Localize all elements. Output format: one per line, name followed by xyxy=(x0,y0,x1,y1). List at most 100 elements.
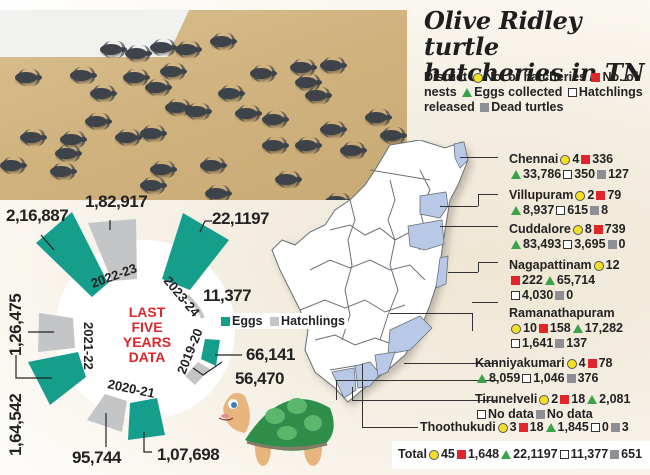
eggs-value: 65,714 xyxy=(556,273,596,287)
hatcheries-circle-icon xyxy=(566,358,577,369)
radial-bar-chart: 2022-23 2023-24 2019-20 2020-21 2021-22 xyxy=(15,212,242,453)
center-line-1: LAST xyxy=(128,304,166,320)
hatchlings-open-square-icon xyxy=(522,374,532,384)
legend-hatchlings-label: Hatchlings xyxy=(281,314,345,328)
page-title: Olive Ridley turtle hatcheries in TN xyxy=(424,8,650,86)
dead-grey-square-icon xyxy=(610,450,620,460)
bar-2020-21-hatchlings xyxy=(87,394,127,432)
value-2022-23-hatchlings: 1,82,917 xyxy=(85,192,148,211)
chennai-region xyxy=(453,141,469,169)
nests-value: 18 xyxy=(571,392,586,406)
value-2019-20-eggs: 66,141 xyxy=(246,345,296,364)
hatcheries-value: 8 xyxy=(584,222,592,236)
value-2019-20-hatchlings: 56,470 xyxy=(235,369,285,388)
eggs-value: 83,493 xyxy=(523,237,562,251)
nests-square-icon xyxy=(593,225,603,235)
eggs-value: 33,786 xyxy=(523,167,562,181)
dead-grey-square-icon xyxy=(566,374,576,384)
eggs-value: 22,1197 xyxy=(513,447,558,461)
dead-grey-square-icon xyxy=(597,170,607,180)
value-2020-21-hatchlings: 95,744 xyxy=(72,448,122,467)
ramanathapuram-region xyxy=(387,315,433,355)
hatchlings-value: 3,695 xyxy=(574,237,606,251)
nests-value: 79 xyxy=(607,188,622,202)
eggs-triangle-icon xyxy=(511,240,521,250)
center-line-2: FIVE xyxy=(131,319,163,335)
hatcheries-circle-icon xyxy=(428,449,439,460)
hatchlings-value: 4,030 xyxy=(522,288,554,302)
district-name: Chennai xyxy=(509,152,559,166)
bar-2022-23-eggs xyxy=(36,212,108,297)
district-chennai: Chennai 4 336 33,786 350 127 xyxy=(509,152,629,182)
nests-square-icon xyxy=(596,191,606,201)
hatcheries-value: 4 xyxy=(572,152,580,166)
dead-grey-square-icon xyxy=(555,291,565,301)
hatchlings-value: 1,046 xyxy=(533,371,565,385)
hatchlings-open-square-icon xyxy=(563,240,573,250)
total-label: Total xyxy=(398,447,427,461)
villupuram-region xyxy=(419,191,449,219)
value-2021-22-eggs: 1,64,542 xyxy=(6,393,25,456)
chart-center-text: LAST FIVE YEARS DATA xyxy=(112,305,182,365)
hatchlings-swatch-icon xyxy=(270,317,280,327)
hatcheries-value: 12 xyxy=(605,258,620,272)
dead-grey-square-icon xyxy=(590,206,600,216)
eggs-triangle-icon xyxy=(572,324,583,334)
year-label-2021-22: 2021-22 xyxy=(81,322,96,370)
eggs-triangle-icon xyxy=(544,276,555,286)
dead-grey-square-icon xyxy=(555,339,565,349)
hatchlings-value: 350 xyxy=(574,167,596,181)
district-kanniyakumari: Kanniyakumari 4 78 8,059 1,046 376 xyxy=(475,356,612,386)
bar-2021-22-hatchlings xyxy=(38,313,75,352)
dead-value: 137 xyxy=(566,336,588,350)
legend-dead: Dead turtles xyxy=(491,100,564,114)
center-line-4: DATA xyxy=(128,349,166,365)
nests-square-icon xyxy=(518,423,528,433)
district-name: Kanniyakumari xyxy=(475,356,565,370)
bar-2020-21-eggs xyxy=(128,398,165,440)
bar-2019-20-eggs xyxy=(201,339,220,366)
bar-2023-24-eggs xyxy=(162,213,229,290)
eggs-triangle-icon xyxy=(462,88,473,98)
eggs-value: 8,059 xyxy=(489,371,521,385)
bar-2022-23-hatchlings xyxy=(88,219,137,281)
hatchlings-open-square-icon xyxy=(511,339,520,349)
legend-nests: No. of nests xyxy=(424,70,638,99)
hatchlings-photo xyxy=(0,10,407,200)
hatchlings-open-square-icon xyxy=(563,170,573,180)
nests-square-icon xyxy=(591,73,601,83)
district-name: Tirunelveli xyxy=(475,392,538,406)
district-name: Ramanathapuram xyxy=(509,306,615,320)
value-2021-22-hatchlings: 1,26,475 xyxy=(6,293,25,356)
hatchlings-value: No data xyxy=(488,407,534,421)
hatcheries-circle-icon xyxy=(511,323,521,334)
eggs-triangle-icon xyxy=(477,374,487,384)
dead-grey-square-icon xyxy=(607,240,617,250)
dead-value: 0 xyxy=(618,237,626,251)
district-tirunelveli: Tirunelveli 2 18 2,081 No data No data xyxy=(475,392,630,422)
hatchlings-open-square-icon xyxy=(590,423,600,433)
value-2023-24-eggs: 22,1197 xyxy=(212,209,270,228)
cartoon-turtle-icon xyxy=(218,392,334,466)
hatcheries-circle-icon xyxy=(472,72,483,83)
hatcheries-circle-icon xyxy=(572,224,583,235)
hatchlings-value: 0 xyxy=(601,420,609,434)
dead-grey-square-icon xyxy=(480,103,490,113)
dead-value: 0 xyxy=(566,288,574,302)
thoothukudi-region xyxy=(374,351,396,377)
hatcheries-circle-icon xyxy=(575,190,586,201)
hatchlings-open-square-icon xyxy=(511,291,520,301)
kanniyakumari-region xyxy=(331,367,357,399)
bar-2023-24-hatchlings xyxy=(185,294,205,319)
nagapattinam-region xyxy=(435,255,449,289)
bar-2019-20-hatchlings xyxy=(185,362,210,385)
district-thoothukudi: Thoothukudi 3 18 1,845 0 3 xyxy=(420,420,629,435)
hatcheries-circle-icon xyxy=(539,394,550,405)
nests-value: 222 xyxy=(522,273,543,287)
nests-value: 1,648 xyxy=(467,447,500,461)
cuddalore-region xyxy=(407,219,445,251)
eggs-value: 1,845 xyxy=(557,420,589,434)
bar-2021-22-eggs xyxy=(28,352,86,405)
hatchlings-value: 11,377 xyxy=(570,447,609,461)
title-line-1: Olive Ridley turtle xyxy=(424,6,582,61)
